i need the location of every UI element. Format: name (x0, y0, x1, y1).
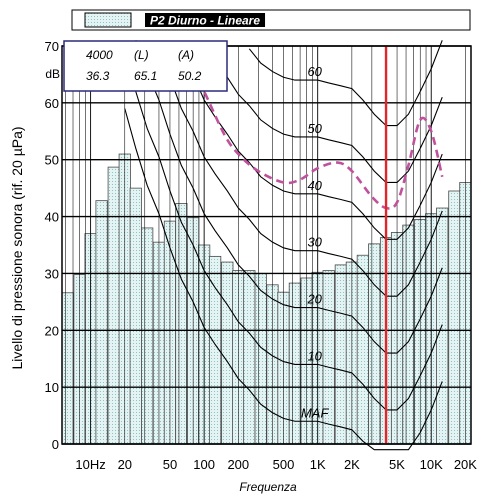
readout-value: 36.3 (86, 69, 110, 83)
legend: P2 Diurno - Lineare (71, 9, 471, 31)
bar (254, 273, 267, 445)
loudness-contour (203, 42, 443, 184)
contour-label: 40 (307, 178, 322, 193)
y-tick-label: 0 (52, 437, 59, 452)
loudness-contour (135, 40, 443, 354)
loudness-contour (158, 42, 443, 297)
bar (448, 190, 461, 445)
readout-l-label: (L) (134, 48, 149, 62)
readout-box: 4000 (L) (A) 36.3 65.1 50.2 (63, 40, 228, 92)
legend-label: P2 Diurno - Lineare (150, 14, 260, 28)
x-tick-label: 2K (344, 457, 360, 472)
loudness-contour (124, 51, 443, 411)
bar (334, 264, 347, 445)
legend-swatch (84, 12, 132, 28)
y-tick-labels: 0 10 20 30 40 50 60 70 (45, 39, 59, 452)
x-tick-label: 50 (163, 457, 177, 472)
y-tick-label: 10 (45, 380, 59, 395)
x-tick-label: 1K (310, 457, 326, 472)
bars-layer (61, 153, 472, 445)
x-axis-title: Frequenza (239, 480, 297, 494)
bar (61, 292, 74, 445)
y-tick-label: 50 (45, 153, 59, 168)
contour-label: 10 (307, 348, 322, 363)
x-tick-label: 100 (193, 457, 215, 472)
x-tick-labels: 10Hz 20 50 100 200 500 1K 2K 5K 10K 20K (75, 457, 477, 472)
y-tick-label: 40 (45, 210, 59, 225)
legend-frame (71, 9, 471, 31)
bar (356, 254, 369, 445)
bar (141, 227, 154, 445)
readout-l-value: 65.1 (134, 69, 157, 83)
bar (221, 261, 234, 445)
loudness-contour (180, 51, 443, 240)
x-tick-label: 10K (420, 457, 443, 472)
y-unit-label: dB (45, 67, 60, 81)
contour-label: 30 (307, 235, 322, 250)
contour-label: 20 (306, 292, 322, 307)
bar (95, 200, 108, 445)
bar (175, 203, 188, 445)
contours-layer: MAF 10 20 30 40 50 60 (124, 40, 443, 451)
y-tick-label: 60 (45, 96, 59, 111)
readout-frequency: 4000 (86, 48, 113, 62)
loudness-contour (124, 108, 443, 451)
bar (107, 166, 120, 445)
profile-curve (180, 45, 444, 210)
legend-label-background (145, 13, 266, 27)
bar (243, 270, 256, 445)
x-tick-label: 10Hz (75, 457, 105, 472)
y-tick-label: 30 (45, 266, 59, 281)
readout-a-value: 50.2 (178, 69, 202, 83)
x-tick-label: 20K (454, 457, 477, 472)
contour-label: MAF (301, 405, 330, 420)
readout-a-label: (A) (178, 48, 194, 62)
x-tick-label: 5K (389, 457, 405, 472)
contour-label: 50 (307, 121, 322, 136)
bar (129, 187, 142, 445)
y-tick-label: 70 (45, 39, 59, 54)
x-tick-label: 200 (227, 457, 249, 472)
readout-frame (63, 40, 228, 92)
loudness-contour (248, 40, 443, 127)
plot-frame (61, 45, 472, 445)
contour-label: 60 (307, 64, 322, 79)
y-axis-title: Livello di pressione sonora (rif. 20 µPa… (9, 126, 25, 369)
x-tick-label: 20 (118, 457, 132, 472)
x-tick-label: 500 (273, 457, 295, 472)
profile-layer (180, 45, 444, 210)
y-tick-label: 20 (45, 323, 59, 338)
